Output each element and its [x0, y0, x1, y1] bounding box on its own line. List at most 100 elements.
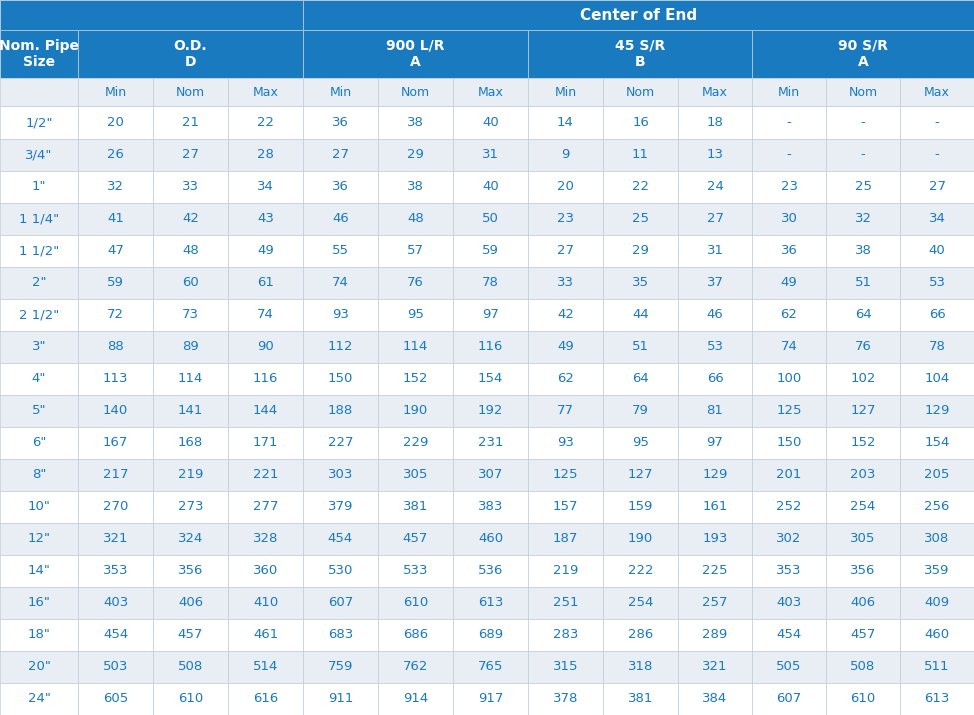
Text: 605: 605: [103, 693, 129, 706]
Bar: [78, 363, 153, 395]
Bar: [900, 203, 974, 235]
Bar: [900, 235, 974, 267]
Text: 89: 89: [182, 340, 199, 353]
Text: 144: 144: [253, 405, 279, 418]
Text: 460: 460: [924, 628, 950, 641]
Text: 25: 25: [632, 212, 649, 225]
Bar: [153, 427, 228, 459]
Bar: [603, 587, 678, 619]
Text: 14": 14": [27, 565, 51, 578]
Text: 129: 129: [702, 468, 728, 481]
Bar: [752, 363, 826, 395]
Text: -: -: [861, 116, 865, 129]
Text: 36: 36: [332, 180, 349, 194]
Text: 59: 59: [107, 277, 124, 290]
Bar: [826, 78, 900, 106]
Text: 378: 378: [553, 693, 579, 706]
Text: 229: 229: [403, 436, 429, 450]
Text: 765: 765: [478, 661, 504, 674]
Bar: [603, 683, 678, 715]
Text: Nom: Nom: [848, 86, 878, 99]
Bar: [752, 106, 826, 139]
Text: 536: 536: [478, 565, 504, 578]
Text: 917: 917: [478, 693, 504, 706]
Bar: [678, 491, 752, 523]
Bar: [528, 267, 603, 299]
Text: 27: 27: [557, 245, 574, 257]
Bar: [0, 235, 78, 267]
Text: 66: 66: [928, 308, 946, 322]
Bar: [678, 651, 752, 683]
Text: 454: 454: [103, 628, 129, 641]
Bar: [303, 106, 378, 139]
Text: 511: 511: [924, 661, 950, 674]
Bar: [0, 267, 78, 299]
Text: 152: 152: [403, 373, 429, 385]
Text: 26: 26: [107, 149, 124, 162]
Text: 33: 33: [182, 180, 199, 194]
Text: 457: 457: [403, 533, 429, 546]
Bar: [678, 427, 752, 459]
Bar: [603, 395, 678, 427]
Bar: [752, 203, 826, 235]
Text: 8": 8": [32, 468, 46, 481]
Bar: [528, 587, 603, 619]
Text: 289: 289: [702, 628, 728, 641]
Bar: [0, 203, 78, 235]
Text: 74: 74: [332, 277, 349, 290]
Bar: [153, 587, 228, 619]
Bar: [303, 363, 378, 395]
Text: 152: 152: [850, 436, 876, 450]
Text: 406: 406: [850, 596, 876, 609]
Bar: [0, 395, 78, 427]
Bar: [900, 363, 974, 395]
Text: 283: 283: [553, 628, 579, 641]
Bar: [0, 106, 78, 139]
Text: 613: 613: [478, 596, 504, 609]
Text: 381: 381: [403, 500, 429, 513]
Bar: [78, 267, 153, 299]
Text: 356: 356: [178, 565, 204, 578]
Text: 78: 78: [928, 340, 946, 353]
Text: 62: 62: [557, 373, 574, 385]
Bar: [678, 235, 752, 267]
Bar: [453, 427, 528, 459]
Text: 55: 55: [332, 245, 349, 257]
Bar: [378, 427, 453, 459]
Bar: [228, 106, 303, 139]
Bar: [826, 683, 900, 715]
Text: 45 S/R
B: 45 S/R B: [615, 39, 665, 69]
Text: 97: 97: [482, 308, 499, 322]
Text: 308: 308: [924, 533, 950, 546]
Bar: [528, 203, 603, 235]
Text: 6": 6": [32, 436, 46, 450]
Bar: [78, 395, 153, 427]
Text: Nom: Nom: [626, 86, 656, 99]
Text: 150: 150: [328, 373, 354, 385]
Text: 46: 46: [706, 308, 724, 322]
Text: 46: 46: [332, 212, 349, 225]
Text: 40: 40: [482, 116, 499, 129]
Bar: [378, 523, 453, 555]
Bar: [678, 555, 752, 587]
Text: 2": 2": [32, 277, 46, 290]
Bar: [153, 203, 228, 235]
Bar: [826, 523, 900, 555]
Bar: [228, 555, 303, 587]
Text: 62: 62: [780, 308, 798, 322]
Text: 22: 22: [632, 180, 649, 194]
Text: 328: 328: [253, 533, 279, 546]
Text: 607: 607: [776, 693, 802, 706]
Text: 217: 217: [102, 468, 129, 481]
Text: 610: 610: [850, 693, 876, 706]
Text: 1/2": 1/2": [25, 116, 53, 129]
Bar: [826, 139, 900, 171]
Bar: [752, 555, 826, 587]
Bar: [453, 523, 528, 555]
Bar: [678, 171, 752, 203]
Bar: [78, 139, 153, 171]
Bar: [528, 331, 603, 363]
Text: 27: 27: [182, 149, 199, 162]
Text: 64: 64: [854, 308, 872, 322]
Bar: [826, 235, 900, 267]
